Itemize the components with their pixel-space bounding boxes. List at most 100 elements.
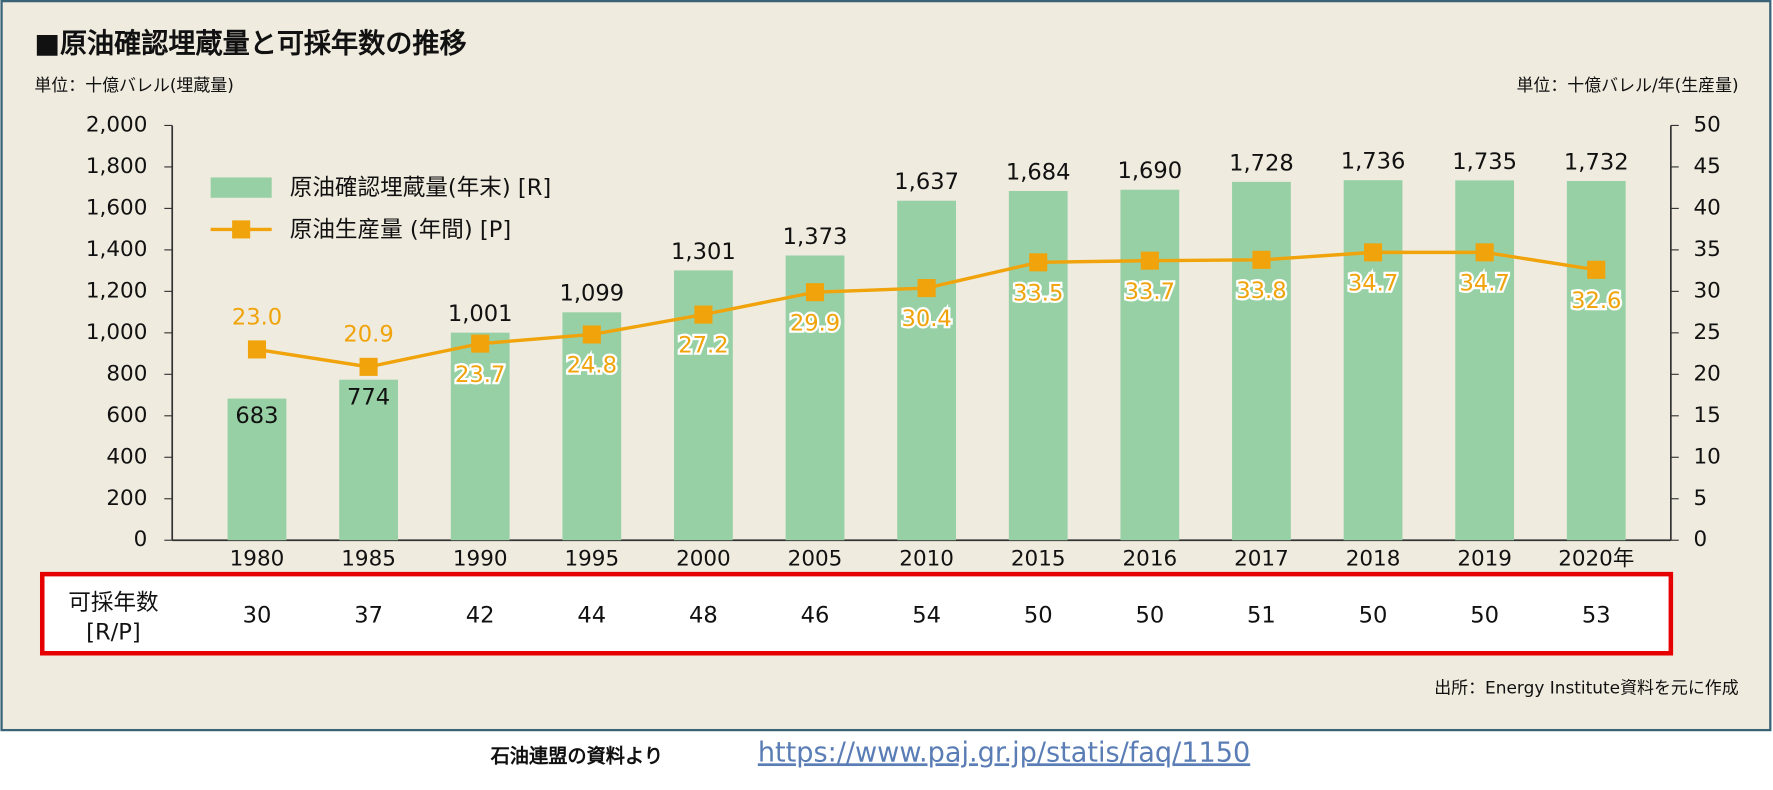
line-marker <box>917 279 936 298</box>
rp-cell <box>537 580 647 649</box>
rp-value: 50 <box>1135 602 1164 628</box>
line-value-label: 24.8 <box>567 353 617 379</box>
bar-value-label: 1,099 <box>559 281 624 307</box>
rp-header: 可採年数 <box>68 590 158 616</box>
line-marker <box>1364 243 1383 262</box>
bar <box>1232 181 1291 541</box>
y2-tick-label: 10 <box>1693 444 1720 469</box>
x-tick-label: 1985 <box>341 546 396 571</box>
y-axis-label: 単位：十億バレル(埋蔵量) <box>34 75 234 95</box>
bar-value-label: 1,001 <box>448 301 513 327</box>
rp-value: 53 <box>1582 602 1611 628</box>
x-tick-label: 2016 <box>1123 546 1178 571</box>
rp-value: 50 <box>1024 602 1053 628</box>
rp-cell <box>1542 580 1651 649</box>
x-tick-label: 1995 <box>564 546 619 571</box>
bar-value-label: 1,637 <box>894 169 959 195</box>
line-marker <box>1475 243 1494 262</box>
y-tick-label: 200 <box>106 486 147 511</box>
y-tick-label: 1,600 <box>86 195 147 220</box>
y-tick-label: 0 <box>134 527 148 552</box>
bar <box>562 312 622 541</box>
bar <box>785 255 845 541</box>
x-tick-label: 2000 <box>676 546 731 571</box>
y2-tick-label: 40 <box>1693 195 1720 220</box>
x-tick-label: 1980 <box>230 546 285 571</box>
rp-value: 42 <box>466 602 495 628</box>
bar-value-label: 1,736 <box>1341 149 1406 175</box>
line-marker <box>471 334 490 353</box>
footer-link[interactable]: https://www.paj.gr.jp/statis/faq/1150 <box>758 737 1250 768</box>
bar-value-label: 1,373 <box>783 224 848 250</box>
line-value-label: 32.6 <box>1571 288 1621 314</box>
x-tick-label: 2019 <box>1457 546 1512 571</box>
line-value-label: 34.7 <box>1459 271 1509 297</box>
x-tick-label: 2010 <box>899 546 954 571</box>
rp-cell <box>314 580 423 649</box>
y2-tick-label: 30 <box>1693 278 1720 303</box>
y2-tick-label: 0 <box>1693 527 1707 552</box>
rp-header-cell <box>46 580 200 649</box>
line-value-label: 23.0 <box>232 304 282 330</box>
line-marker <box>247 340 267 359</box>
y2-tick-label: 20 <box>1693 361 1720 386</box>
line-marker <box>805 283 825 302</box>
bar-value-label: 1,728 <box>1229 150 1294 176</box>
line-value-label: 29.9 <box>790 310 840 336</box>
legend-label: 原油生産量 (年間) [P] <box>290 217 511 243</box>
line-marker <box>694 305 713 324</box>
rp-value: 48 <box>689 602 718 628</box>
bar <box>227 398 287 541</box>
line-value-label: 27.2 <box>678 333 728 359</box>
bar <box>897 200 957 541</box>
y2-tick-label: 5 <box>1693 486 1707 511</box>
bar <box>1343 180 1403 541</box>
y-tick-label: 1,200 <box>86 278 147 303</box>
x-tick-label: 2020年 <box>1558 546 1634 571</box>
rp-cell <box>1207 580 1316 649</box>
line-value-label: 30.4 <box>901 306 951 332</box>
y-tick-label: 2,000 <box>86 112 147 137</box>
y-tick-label: 1,800 <box>86 154 147 179</box>
line-marker <box>1587 260 1606 279</box>
bar-value-label: 1,732 <box>1564 149 1629 175</box>
rp-value: 50 <box>1470 602 1499 628</box>
footer-note: 石油連盟の資料より <box>490 745 663 768</box>
rp-cell <box>1430 580 1539 649</box>
line-value-label: 33.8 <box>1236 278 1286 304</box>
y-tick-label: 1,400 <box>86 237 147 262</box>
rp-cell <box>983 580 1093 649</box>
rp-cell <box>1095 580 1205 649</box>
y-tick-label: 400 <box>106 444 147 469</box>
line-value-label: 33.7 <box>1125 279 1175 305</box>
x-tick-label: 2018 <box>1346 546 1401 571</box>
x-tick-label: 2005 <box>788 546 843 571</box>
legend-label: 原油確認埋蔵量(年末) [R] <box>290 175 551 201</box>
rp-header: [R/P] <box>86 619 141 645</box>
legend-swatch <box>210 177 272 198</box>
bar <box>450 332 510 541</box>
x-tick-label: 2017 <box>1234 546 1289 571</box>
rp-cell <box>649 580 758 649</box>
bar <box>1120 189 1180 541</box>
y2-tick-label: 35 <box>1693 237 1720 262</box>
bar-value-label: 1,301 <box>671 239 736 265</box>
bar <box>1455 180 1515 541</box>
line-value-label: 23.7 <box>455 362 505 388</box>
rp-value: 44 <box>577 602 606 628</box>
y-tick-label: 600 <box>106 403 147 428</box>
rp-cell <box>1318 580 1428 649</box>
rp-value: 50 <box>1359 602 1388 628</box>
line-value-label: 34.7 <box>1348 271 1398 297</box>
y2-tick-label: 25 <box>1693 320 1720 345</box>
y2-axis-label: 単位：十億バレル/年(生産量) <box>1516 75 1738 95</box>
line-marker <box>1029 253 1048 272</box>
bar-value-label: 774 <box>347 384 390 410</box>
rp-cell <box>425 580 535 649</box>
chart-title: ■原油確認埋蔵量と可採年数の推移 <box>34 28 466 60</box>
bar <box>1566 181 1626 541</box>
rp-cell <box>872 580 981 649</box>
line-marker <box>582 325 601 344</box>
rp-cell <box>202 580 312 649</box>
